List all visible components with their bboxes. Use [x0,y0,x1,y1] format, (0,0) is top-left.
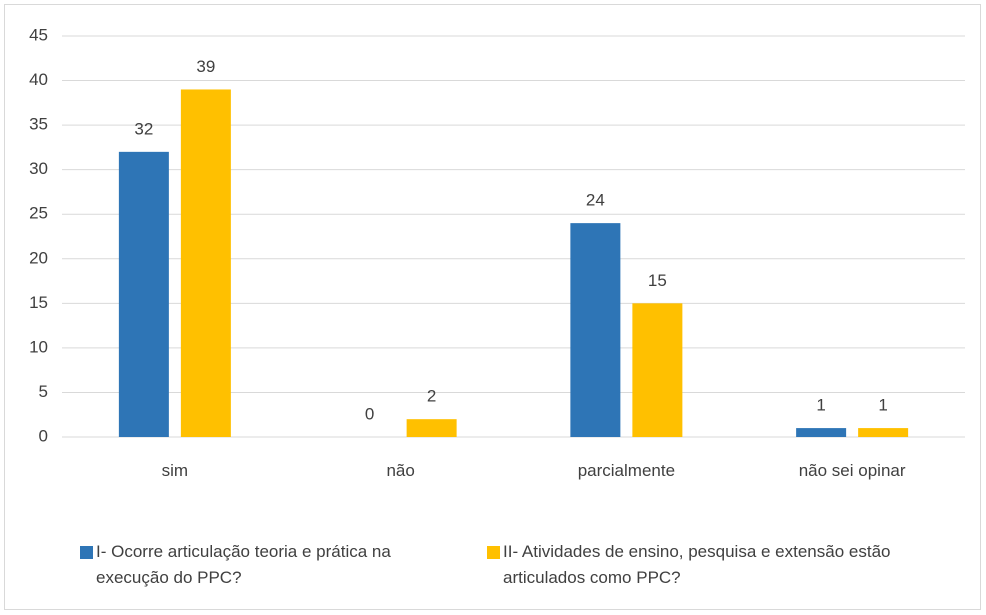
value-label: 32 [134,119,153,138]
y-tick-label: 0 [39,426,48,445]
legend-swatch [80,546,93,559]
value-label: 0 [365,404,374,423]
y-tick-label: 25 [29,204,48,223]
y-tick-label: 15 [29,293,48,312]
bar [570,223,621,437]
bar [632,303,683,437]
x-tick-label: sim [161,461,189,480]
y-tick-label: 5 [39,382,48,401]
x-tick-label: parcialmente [577,461,676,480]
value-label: 39 [196,57,215,76]
legend-label: II- Atividades de ensino, pesquisa e ext… [503,542,891,587]
y-tick-label: 40 [29,70,48,89]
bar [406,419,457,437]
chart-border [4,4,981,610]
value-label: 15 [648,271,667,290]
y-tick-label: 35 [29,115,48,134]
x-tick-label: não sei opinar [798,461,906,480]
bar [118,151,169,437]
y-tick-label: 20 [29,248,48,267]
bar [796,428,847,437]
value-label: 2 [427,387,436,406]
legend-label: I- Ocorre articulação teoria e prática n… [96,542,391,587]
bar [180,89,231,437]
value-label: 1 [878,396,887,415]
x-tick-label: não [386,461,415,480]
value-label: 1 [816,396,825,415]
bar [858,428,909,437]
value-label: 24 [586,191,605,210]
y-tick-label: 10 [29,337,48,356]
y-tick-label: 45 [29,25,48,44]
y-tick-label: 30 [29,159,48,178]
legend-swatch [487,546,500,559]
